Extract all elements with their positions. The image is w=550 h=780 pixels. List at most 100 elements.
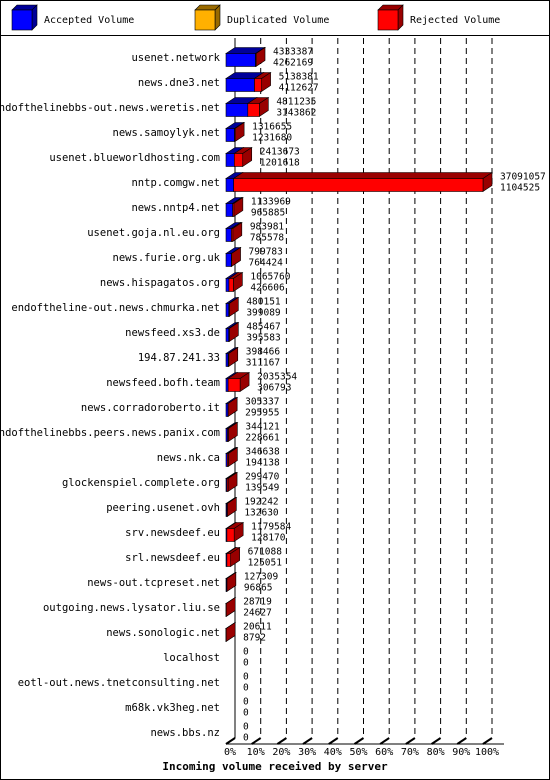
bar-segment	[227, 396, 239, 418]
accepted-label: 139549	[245, 483, 280, 494]
x-tick-label: 10%	[247, 747, 265, 758]
accepted-label: 0	[243, 708, 249, 719]
x-tick	[482, 737, 493, 745]
bar-face	[225, 153, 235, 167]
bar-face	[227, 353, 230, 367]
bar-segment	[233, 121, 246, 143]
bar-face	[254, 78, 262, 92]
legend-label: Accepted Volume	[44, 15, 134, 26]
x-tick	[456, 737, 467, 745]
bar-face	[232, 172, 493, 179]
bar-segment	[227, 371, 251, 393]
total-label: 0	[243, 722, 249, 733]
bar-face	[228, 278, 234, 292]
category-label: news.corradoroberto.it	[81, 402, 220, 414]
bar-face	[231, 228, 234, 242]
legend-label: Duplicated Volume	[227, 15, 329, 26]
total-label: 485467	[246, 322, 280, 333]
category-label: eotl-out.news.tnetconsulting.net	[18, 677, 220, 689]
bar-face	[225, 403, 229, 417]
category-label: glockenspiel.complete.org	[62, 477, 220, 489]
category-label: srl.newsdeef.eu	[125, 552, 220, 564]
category-label: localhost	[163, 652, 220, 664]
bar-face	[227, 378, 241, 392]
total-label: 671088	[248, 547, 283, 558]
bar-face	[232, 203, 235, 217]
category-label: news.samoylyk.net	[113, 127, 220, 139]
x-tick	[328, 737, 339, 745]
bar-face	[234, 128, 236, 142]
bar-face	[225, 278, 230, 292]
accepted-label: 128170	[251, 533, 286, 544]
bar-face	[225, 228, 232, 242]
bar-segment	[254, 46, 267, 68]
bar-face	[228, 303, 230, 317]
accepted-label: 228661	[245, 433, 280, 444]
total-label: 305337	[245, 397, 279, 408]
category-label: m68k.vk3heg.net	[125, 702, 220, 714]
category-label: newsfeed.xs3.de	[125, 327, 220, 339]
total-label: 1133969	[251, 197, 291, 208]
total-label: 344121	[245, 422, 280, 433]
category-label: news.sonologic.net	[106, 627, 220, 639]
bar-face	[225, 103, 249, 117]
bar-segment	[230, 221, 243, 243]
category-label: news.bbs.nz	[150, 727, 220, 739]
x-tick-label: 0%	[224, 747, 236, 758]
bar-segment	[225, 496, 238, 518]
bar-face	[226, 478, 229, 492]
total-label: 2413673	[260, 147, 300, 158]
axis-line	[225, 737, 236, 745]
bar-segment	[226, 421, 239, 443]
x-tick-label: 70%	[401, 747, 419, 758]
bar-face	[234, 153, 244, 167]
bar-face	[225, 353, 229, 367]
x-tick-label: 100%	[475, 747, 499, 758]
category-label: endoftheline-out.news.chmurka.net	[11, 302, 220, 314]
x-tick-label: 30%	[298, 747, 316, 758]
bar-face	[225, 128, 235, 142]
bar-segment	[225, 596, 237, 618]
bar-segment	[230, 246, 242, 268]
bar-segment	[246, 96, 270, 118]
accepted-label: 194138	[245, 458, 280, 469]
accepted-label: 0	[243, 733, 249, 744]
category-label: news.hispagatos.org	[100, 277, 220, 289]
total-label: 4811235	[276, 97, 316, 108]
category-label: news.nntp4.net	[131, 202, 220, 214]
x-tick-label: 90%	[452, 747, 470, 758]
category-label: news.dne3.net	[138, 77, 220, 89]
bar-segment	[227, 321, 240, 343]
category-label: 194.87.241.33	[138, 352, 220, 364]
x-tick	[302, 737, 313, 745]
accepted-label: 295955	[245, 408, 279, 419]
bar-face	[226, 528, 235, 542]
accepted-label: 399089	[246, 308, 281, 319]
total-label: 1065760	[250, 272, 290, 283]
legend-swatch	[194, 9, 216, 31]
bar-face	[225, 53, 256, 67]
x-tick	[405, 737, 416, 745]
accepted-label: 24627	[243, 608, 272, 619]
bar-face	[225, 253, 232, 267]
bar-segment	[232, 171, 493, 193]
legend-swatch	[377, 9, 399, 31]
x-tick	[431, 737, 442, 745]
accepted-label: 4262169	[273, 58, 313, 69]
bar-segment	[225, 546, 241, 568]
accepted-label: 426606	[250, 283, 285, 294]
total-label: 5138381	[279, 72, 319, 83]
category-label: usenet.network	[131, 52, 220, 64]
bar-face	[225, 203, 233, 217]
total-label: 299470	[245, 472, 280, 483]
total-label: 2035354	[257, 372, 297, 383]
total-label: 37091057	[500, 172, 546, 183]
category-label: srv.newsdeef.eu	[125, 527, 220, 539]
x-tick-label: 40%	[324, 747, 342, 758]
bar-face	[226, 553, 231, 567]
category-label: endofthelinebbs-out.news.weretis.net	[0, 102, 220, 114]
category-label: nntp.comgw.net	[131, 177, 220, 189]
x-tick	[353, 737, 365, 745]
bar-segment	[227, 296, 240, 318]
